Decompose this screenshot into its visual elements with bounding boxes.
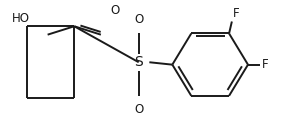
Text: O: O	[111, 4, 120, 17]
Text: O: O	[134, 13, 143, 26]
Text: F: F	[261, 58, 268, 71]
Text: HO: HO	[11, 12, 29, 25]
Text: S: S	[134, 55, 143, 69]
Text: F: F	[233, 7, 240, 20]
Text: O: O	[134, 103, 143, 116]
